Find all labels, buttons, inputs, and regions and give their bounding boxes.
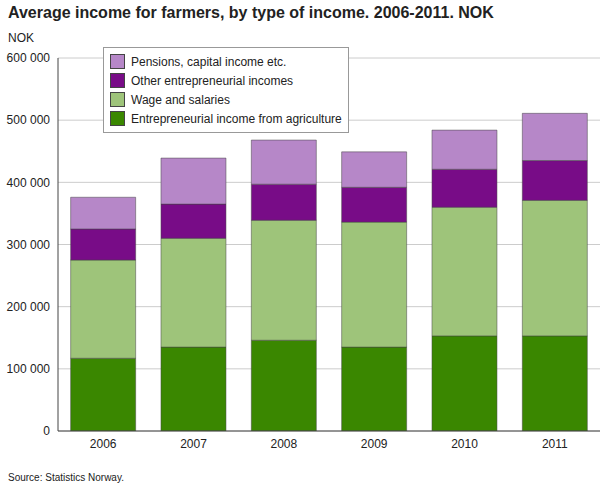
html-text:Entrepreneurial income from ag: Entrepreneurial income from agriculture	[131, 111, 342, 126]
html-text:Other entrepreneurial incomes: Other entrepreneurial incomes	[131, 73, 294, 88]
html-text:Pensions, capital income etc.: Pensions, capital income etc.	[131, 54, 287, 69]
html-text:NOK: NOK	[8, 31, 34, 45]
svg-text:300 000: 300 000	[7, 238, 51, 252]
svg-text:600 000: 600 000	[7, 51, 51, 65]
html-text:Wage and salaries: Wage and salaries	[131, 92, 230, 107]
svg-text:2010: 2010	[451, 437, 478, 451]
html-text:Average income for farmers, by: Average income for farmers, by type of i…	[8, 4, 494, 21]
svg-text:400 000: 400 000	[7, 176, 51, 190]
svg-text:2008: 2008	[270, 437, 297, 451]
svg-text:2009: 2009	[361, 437, 388, 451]
svg-text:100 000: 100 000	[7, 362, 51, 376]
svg-text:2007: 2007	[180, 437, 207, 451]
svg-text:2006: 2006	[90, 437, 117, 451]
svg-text:2011: 2011	[542, 437, 568, 451]
svg-text:0: 0	[43, 424, 50, 438]
html-text:Source: Statistics Norway.: Source: Statistics Norway.	[8, 472, 124, 483]
svg-text:200 000: 200 000	[7, 300, 51, 314]
svg-text:500 000: 500 000	[7, 113, 51, 127]
